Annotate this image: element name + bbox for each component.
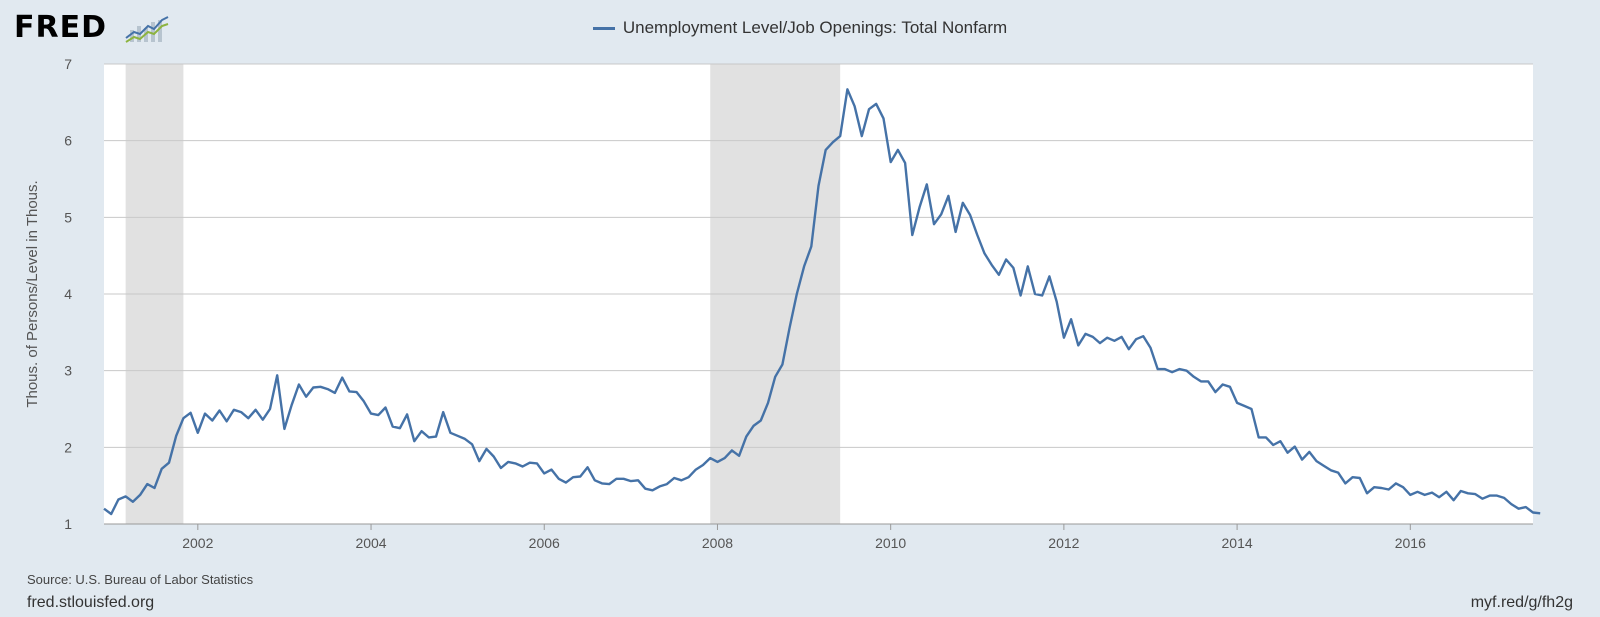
y-tick-label: 4 — [64, 286, 72, 302]
y-tick-label: 1 — [64, 516, 72, 532]
y-tick-label: 2 — [64, 439, 72, 455]
y-tick-label: 3 — [64, 363, 72, 379]
x-tick-label: 2010 — [875, 535, 906, 551]
y-tick-label: 7 — [64, 56, 72, 72]
source-note: Source: U.S. Bureau of Labor Statistics — [27, 572, 254, 587]
x-tick-label: 2014 — [1222, 535, 1253, 551]
fred-logo-text: FRED — [14, 10, 107, 45]
y-tick-label: 6 — [64, 133, 72, 149]
y-tick-label: 5 — [64, 209, 72, 225]
x-tick-label: 2012 — [1048, 535, 1079, 551]
x-tick-label: 2002 — [182, 535, 213, 551]
x-tick-label: 2004 — [355, 535, 386, 551]
series-line-1 — [103, 88, 1541, 516]
y-axis-label: Thous. of Persons/Level in Thous. — [24, 180, 41, 407]
fred-graph-logo-icon — [125, 16, 169, 43]
site-link[interactable]: fred.stlouisfed.org — [27, 594, 155, 611]
line-chart: 1 2 3 4 5 6 7 2002 2004 2006 2008 2010 2012 2014 2016… — [24, 56, 1541, 551]
legend-label: Unemployment Level/Job Openings: Total N… — [622, 18, 1008, 37]
short-url-link[interactable]: myf.red/g/fh2g — [1470, 594, 1573, 611]
x-tick-label: 2016 — [1395, 535, 1426, 551]
legend-line-swatch — [592, 27, 615, 31]
chart-legend[interactable]: Unemployment Level/Job Openings: Total N… — [0, 16, 1600, 40]
x-tick-label: 2008 — [702, 535, 733, 551]
fred-logo[interactable]: FRED — [14, 8, 169, 48]
x-tick-label: 2006 — [529, 535, 560, 551]
